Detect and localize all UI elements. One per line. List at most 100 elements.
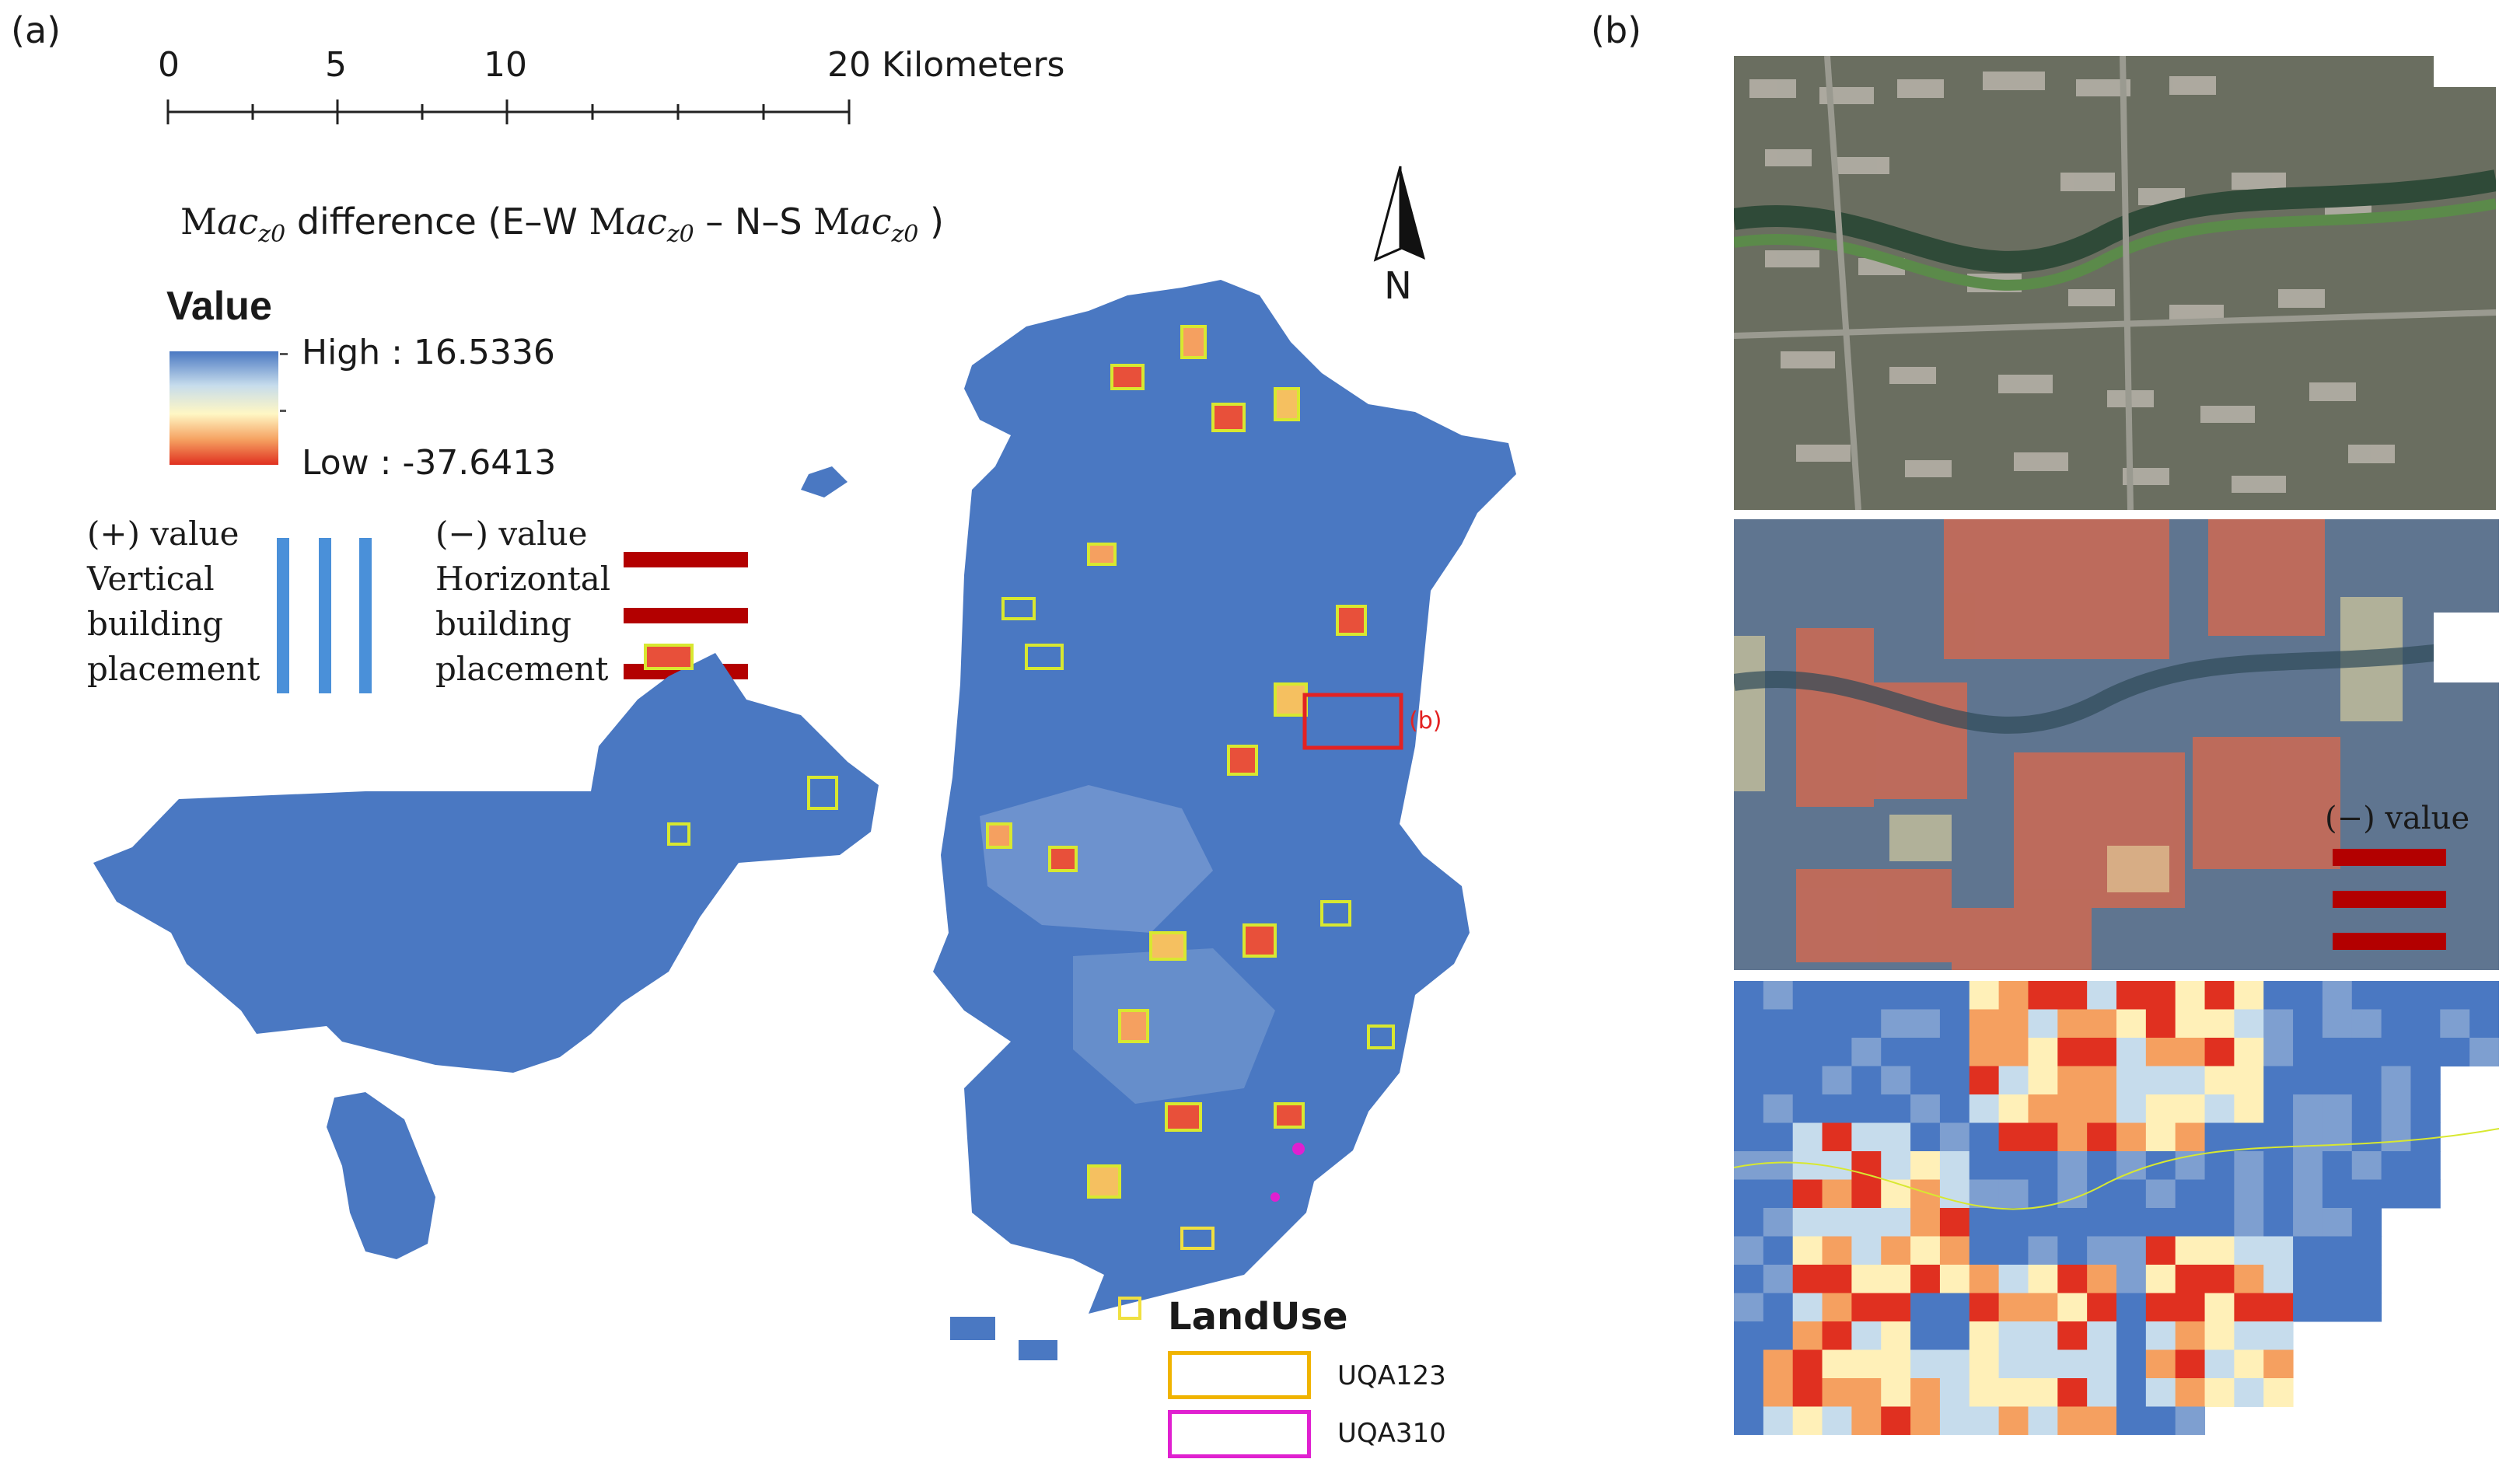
raster-cell <box>2087 1151 2117 1180</box>
raster-cell <box>1734 1236 1764 1265</box>
raster-cell <box>1792 1349 1823 1379</box>
raster-cell <box>1792 1122 1823 1152</box>
raster-cell <box>1792 1038 1823 1066</box>
positive-line: building <box>87 605 224 643</box>
raster-cell <box>2087 1321 2117 1350</box>
raster-cell <box>2145 1349 2176 1379</box>
raster-cell <box>2057 1406 2088 1435</box>
raster-cell <box>2204 981 2235 1010</box>
raster-cell <box>2204 1094 2235 1123</box>
raster-cell <box>2234 1038 2264 1066</box>
title-text2: – N–S <box>694 201 814 243</box>
raster-cell <box>1763 1236 1794 1265</box>
raster-cell <box>1792 1321 1823 1350</box>
raster-cell <box>2116 981 2147 1010</box>
raster-cell <box>2351 1094 2382 1123</box>
raster-cell <box>1881 1066 1911 1095</box>
raster-cell <box>2234 1179 2264 1209</box>
raster-cell <box>2351 1293 2382 1322</box>
raster-cell <box>2263 1179 2294 1209</box>
raster-cell <box>2057 1122 2088 1152</box>
raster-cell <box>2410 1038 2441 1066</box>
raster-cell <box>1792 981 1823 1010</box>
raster-cell <box>2234 1265 2264 1293</box>
raster-cell <box>1939 1349 1970 1379</box>
raster-cell <box>1763 1378 1794 1407</box>
raster-cell <box>2351 1151 2382 1180</box>
raster-cell <box>2175 1349 2206 1379</box>
raster-cell <box>1851 1066 1882 1095</box>
raster-cell <box>2204 1321 2235 1350</box>
raster-cell <box>1910 1179 1941 1209</box>
raster-cell <box>1851 1094 1882 1123</box>
horizontal-bar <box>624 552 748 567</box>
title-text3: ) <box>918 201 944 243</box>
raster-cell <box>2293 1208 2323 1237</box>
inset-marker-box <box>1302 693 1403 750</box>
raster-cell <box>1998 1094 2029 1123</box>
raster-cell <box>2145 1094 2176 1123</box>
raster-cell <box>2175 1321 2206 1350</box>
raster-cell <box>2028 1321 2058 1350</box>
raster-cell <box>1881 1265 1911 1293</box>
raster-cell <box>2293 1236 2323 1265</box>
legend-low: Low : -37.6413 <box>302 443 557 483</box>
raster-cell <box>1734 1009 1764 1038</box>
raster-cell <box>1910 1321 1941 1350</box>
raster-cell <box>1939 1038 1970 1066</box>
title-m3: M <box>813 201 851 243</box>
raster-cell <box>2293 981 2323 1010</box>
raster-cell <box>1822 1066 1852 1095</box>
raster-cell <box>1881 1236 1911 1265</box>
raster-cell <box>2028 1009 2058 1038</box>
raster-cell <box>2145 1406 2176 1435</box>
raster-cell <box>2175 1378 2206 1407</box>
raster-cell <box>2057 1151 2088 1180</box>
raster-cell <box>1851 1265 1882 1293</box>
legend-color-ramp <box>170 351 278 465</box>
raster-cell <box>1822 1208 1852 1237</box>
raster-cell <box>1792 1179 1823 1209</box>
raster-cell <box>2410 1179 2441 1209</box>
positive-line: placement <box>87 650 260 688</box>
raster-cell <box>1939 1236 1970 1265</box>
raster-cell <box>2410 1094 2441 1123</box>
raster-cell <box>2204 1038 2235 1066</box>
raster-cell <box>2293 1179 2323 1209</box>
raster-cell <box>2116 1265 2147 1293</box>
raster-cell <box>1910 1009 1941 1038</box>
raster-cell <box>1910 1265 1941 1293</box>
raster-cell <box>2057 1208 2088 1237</box>
raster-cell <box>1763 1151 1794 1180</box>
raster-cell <box>1881 1009 1911 1038</box>
raster-cell <box>2087 1179 2117 1209</box>
raster-cell <box>2087 1265 2117 1293</box>
raster-cell <box>2057 1378 2088 1407</box>
raster-cell <box>1910 1122 1941 1152</box>
raster-cell <box>2116 1406 2147 1435</box>
raster-cell <box>2204 1265 2235 1293</box>
raster-cell <box>2322 1179 2353 1209</box>
raster-cell <box>2469 1009 2499 1038</box>
raster-cell <box>2263 981 2294 1010</box>
raster-cell <box>1763 1293 1794 1322</box>
raster-cell <box>2263 1236 2294 1265</box>
raster-cell <box>2145 1293 2176 1322</box>
raster-cell <box>1851 1349 1882 1379</box>
raster-cell <box>1792 1293 1823 1322</box>
legend-high: High : 16.5336 <box>302 333 555 372</box>
raster-cell <box>2204 1122 2235 1152</box>
raster-cell <box>2234 1066 2264 1095</box>
title-m: M <box>180 201 218 243</box>
raster-cell <box>2469 1038 2499 1066</box>
scale-tick-label: 0 <box>158 45 180 85</box>
raster-cell <box>1910 1406 1941 1435</box>
raster-cell <box>1763 981 1794 1010</box>
raster-cell <box>2381 1094 2411 1123</box>
title-ac3: ac <box>850 201 892 243</box>
raster-boundary-line <box>1734 1128 2499 1210</box>
raster-cell <box>1792 1066 1823 1095</box>
raster-cell <box>1822 1038 1852 1066</box>
raster-cell <box>2381 1038 2411 1066</box>
raster-cell <box>2175 1179 2206 1209</box>
